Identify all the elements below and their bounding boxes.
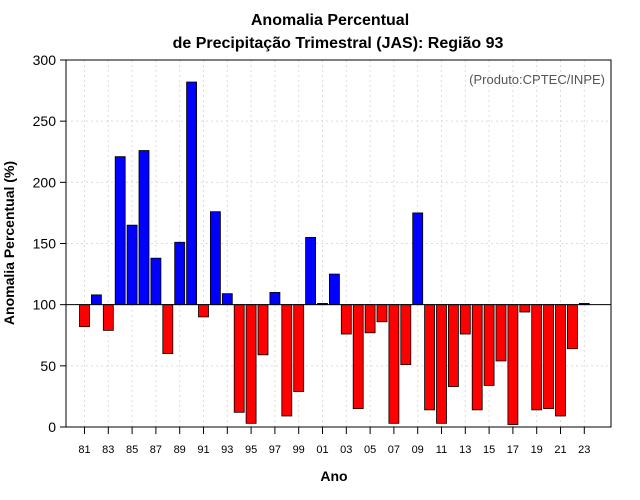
x-tick-label-95: 95: [245, 444, 257, 456]
x-tick-label-01: 01: [316, 444, 328, 456]
bar-94: [233, 304, 245, 413]
y-tick-label-50: 50: [40, 358, 56, 374]
y-tick-label-100: 100: [33, 297, 57, 313]
bar-85: [126, 224, 138, 306]
bar-18: [519, 304, 531, 313]
bar-13: [459, 304, 471, 335]
bar-87: [150, 257, 162, 306]
bar-83: [102, 304, 114, 331]
bar-02: [328, 273, 340, 306]
bar-99: [293, 304, 305, 392]
bar-10: [424, 304, 436, 411]
bar-05: [364, 304, 376, 334]
bar-86: [138, 150, 150, 306]
y-tick-label-0: 0: [48, 419, 56, 435]
x-tick-label-89: 89: [174, 444, 186, 456]
bar-20: [543, 304, 554, 410]
x-tick-label-21: 21: [554, 444, 566, 456]
bar-14: [471, 304, 483, 411]
x-tick-label-11: 11: [436, 444, 447, 456]
x-tick-label-09: 09: [412, 444, 424, 456]
bar-15: [483, 304, 495, 386]
x-tick-label-07: 07: [388, 444, 400, 456]
bar-08: [400, 304, 412, 366]
bar-82: [91, 294, 102, 306]
x-tick-label-83: 83: [102, 444, 114, 456]
bar-92: [209, 211, 221, 306]
x-tick-label-97: 97: [269, 444, 281, 456]
bar-17: [507, 304, 519, 425]
bar-89: [174, 241, 186, 306]
bar-11: [436, 304, 447, 424]
bar-12: [447, 304, 459, 388]
bars: [79, 81, 590, 425]
bar-96: [257, 304, 269, 356]
bar-19: [531, 304, 543, 411]
bar-22: [567, 304, 578, 350]
x-tick-label-91: 91: [197, 444, 209, 456]
bar-81: [79, 304, 90, 328]
x-tick-label-87: 87: [150, 444, 162, 456]
bar-09: [412, 212, 424, 306]
bar-00: [305, 236, 317, 306]
x-tick-label-81: 81: [78, 444, 90, 456]
bar-21: [555, 304, 566, 417]
bar-95: [245, 304, 257, 424]
y-tick-label-300: 300: [33, 52, 57, 68]
x-tick-label-15: 15: [483, 444, 495, 456]
bar-04: [352, 304, 364, 410]
x-tick-label-99: 99: [293, 444, 305, 456]
credit-label: (Produto:CPTEC/INPE): [469, 72, 605, 87]
x-tick-label-05: 05: [364, 444, 376, 456]
bar-98: [281, 304, 293, 417]
x-tick-label-93: 93: [221, 444, 233, 456]
x-tick-label-19: 19: [531, 444, 543, 456]
bar-91: [198, 304, 209, 318]
y-tick-label-200: 200: [33, 174, 57, 190]
x-tick-label-85: 85: [126, 444, 138, 456]
x-tick-label-23: 23: [578, 444, 590, 456]
chart-title-line2: de Precipitação Trimestral (JAS): Região…: [173, 35, 504, 52]
bar-90: [186, 81, 198, 306]
bar-16: [495, 304, 507, 362]
y-tick-label-150: 150: [33, 236, 57, 252]
bar-97: [269, 292, 281, 306]
x-axis-label: Ano: [320, 468, 347, 484]
bar-07: [388, 304, 400, 424]
bar-93: [221, 293, 233, 306]
chart-title-line1: Anomalia Percentual: [251, 12, 409, 29]
x-tick-label-03: 03: [340, 444, 352, 456]
bar-06: [376, 304, 388, 323]
bar-88: [162, 304, 174, 354]
bar-84: [114, 156, 126, 306]
y-axis-label: Anomalia Percentual (%): [1, 161, 17, 325]
bar-03: [340, 304, 352, 335]
x-tick-label-13: 13: [459, 444, 471, 456]
x-tick-label-17: 17: [507, 444, 519, 456]
y-axis: 0 50 100 150 200 250 300: [33, 52, 66, 435]
y-tick-label-250: 250: [33, 113, 57, 129]
x-axis: 81 83 85 87 89 91 93 95 97 99 01 03 05 07 09 11 13 15 17 19…: [78, 427, 590, 456]
